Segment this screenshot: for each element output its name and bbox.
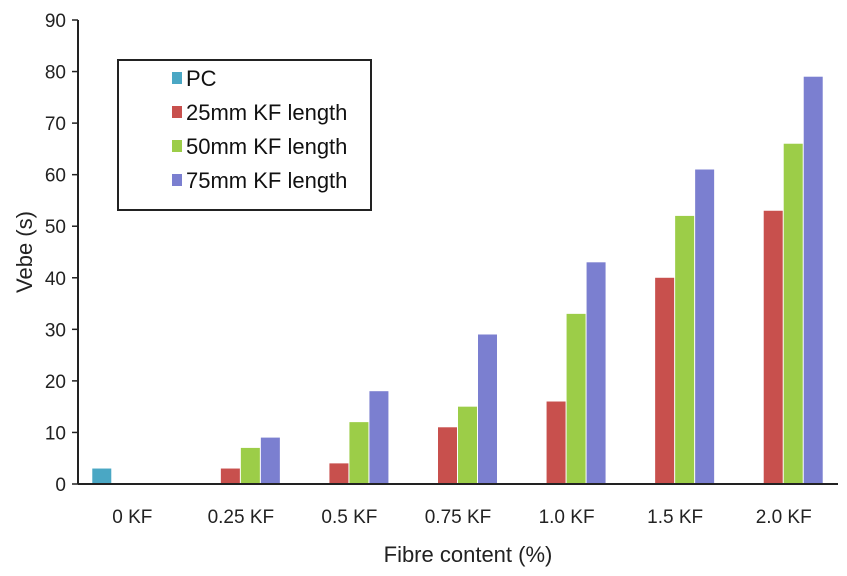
- bar: [349, 422, 369, 484]
- legend: PC 25mm KF length 50mm KF length 75mm KF le…: [117, 59, 372, 211]
- y-tick-label: 70: [45, 114, 66, 135]
- legend-label: PC: [186, 66, 217, 91]
- legend-label: 75mm KF length: [186, 168, 347, 193]
- bar: [803, 76, 823, 484]
- bar: [675, 215, 695, 484]
- y-tick-label: 50: [45, 217, 66, 238]
- bar: [763, 210, 783, 484]
- bar: [458, 406, 477, 484]
- bar: [655, 277, 675, 484]
- y-tick-label: 0: [55, 475, 66, 496]
- x-tick-label: 0 KF: [112, 507, 152, 528]
- x-tick-labels: 0 KF 0.25 KF 0.5 KF 0.75 KF 1.0 KF 1.5 KF 2.0 …: [112, 507, 811, 528]
- bar: [546, 401, 566, 484]
- y-tick-label: 40: [45, 269, 66, 290]
- y-tick-label: 20: [45, 372, 66, 393]
- y-axis-title: Vebe (s): [12, 211, 37, 293]
- bars-group: [92, 76, 823, 484]
- bar: [369, 391, 389, 484]
- y-tick-label: 10: [45, 423, 66, 444]
- y-tick-label: 60: [45, 166, 66, 187]
- legend-swatch: [172, 72, 182, 84]
- bar: [220, 468, 240, 484]
- bar: [586, 262, 606, 484]
- bar: [240, 447, 260, 484]
- bar: [566, 313, 586, 484]
- bar: [783, 143, 803, 484]
- bar: [260, 437, 280, 484]
- x-tick-label: 1.5 KF: [647, 507, 703, 528]
- x-axis-title: Fibre content (%): [384, 542, 553, 567]
- x-tick-label: 0.25 KF: [208, 507, 275, 528]
- legend-label: 50mm KF length: [186, 134, 347, 159]
- bar: [329, 463, 349, 484]
- legend-box: [117, 59, 372, 211]
- x-tick-label: 0.5 KF: [321, 507, 377, 528]
- y-tick-label: 80: [45, 63, 66, 84]
- x-tick-label: 1.0 KF: [539, 507, 595, 528]
- bar: [478, 334, 497, 484]
- y-tick-labels: 0 10 20 30 40 50 60 70 80 90: [45, 11, 78, 496]
- y-tick-label: 90: [45, 11, 66, 32]
- legend-swatch: [172, 106, 182, 118]
- legend-label: 25mm KF length: [186, 100, 347, 125]
- bar: [92, 468, 112, 484]
- legend-swatch: [172, 174, 182, 186]
- y-tick-label: 30: [45, 320, 66, 341]
- bar: [695, 169, 715, 484]
- x-tick-label: 2.0 KF: [756, 507, 812, 528]
- legend-swatch: [172, 140, 182, 152]
- bar: [438, 427, 457, 484]
- x-tick-label: 0.75 KF: [425, 507, 492, 528]
